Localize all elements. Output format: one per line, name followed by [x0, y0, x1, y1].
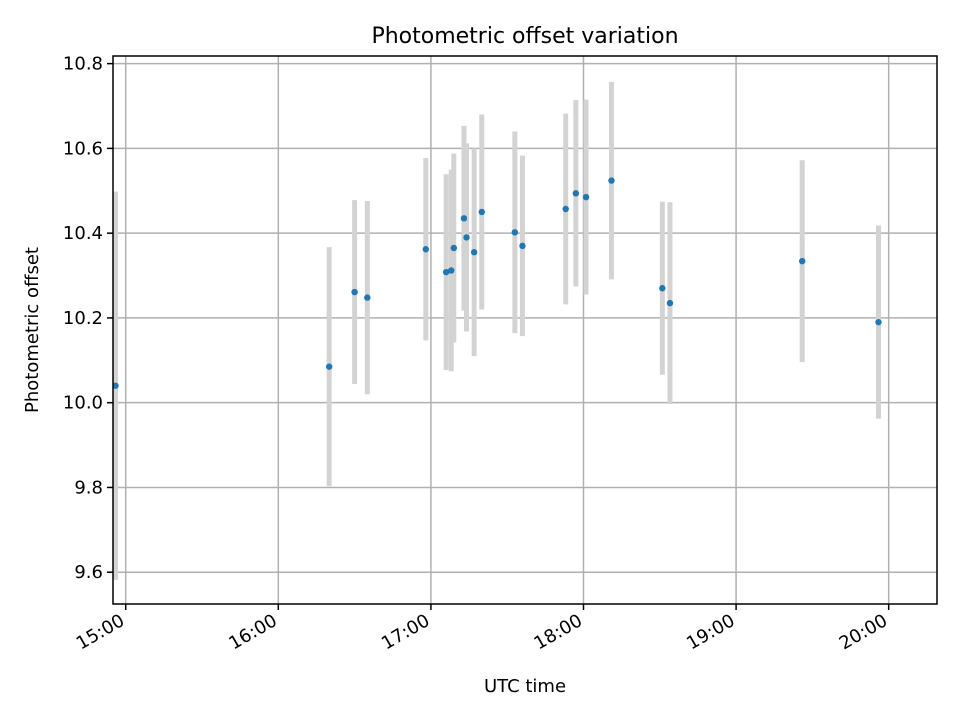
data-point [478, 208, 485, 216]
data-point [519, 242, 526, 250]
data-point [325, 363, 333, 370]
y-tick-label: 10.4 [63, 223, 103, 244]
data-point [582, 193, 590, 201]
data-point [460, 215, 468, 222]
x-tick-label: 16:00 [225, 610, 280, 654]
data-point [422, 246, 430, 253]
data-point [470, 249, 478, 256]
y-tick-label: 10.8 [63, 54, 103, 75]
y-axis-ticks: 9.6 9.8 10.0 10.2 10.4 10.6 10.8 [63, 54, 113, 583]
data-point [463, 234, 470, 241]
y-tick-label: 10.0 [63, 393, 103, 414]
x-tick-label: 20:00 [836, 610, 891, 654]
error-bars [113, 81, 882, 580]
y-tick-label: 10.6 [63, 138, 103, 159]
x-axis-label: UTC time [484, 676, 566, 697]
y-axis-label: Photometric offset [22, 247, 43, 413]
x-tick-label: 19:00 [683, 610, 738, 654]
data-point [875, 318, 882, 326]
plot-frame [112, 55, 938, 605]
data-point [450, 244, 457, 252]
grid-lines [113, 56, 937, 604]
x-tick-label: 18:00 [531, 610, 586, 654]
data-point [442, 268, 450, 276]
data-point [562, 205, 569, 213]
data-point [659, 285, 666, 292]
data-point [448, 267, 455, 274]
y-tick-label: 9.8 [74, 477, 103, 498]
data-point [799, 257, 806, 265]
data-point [364, 294, 371, 301]
data-point [666, 299, 674, 307]
data-point [511, 229, 519, 236]
x-tick-label: 15:00 [73, 610, 128, 654]
y-tick-label: 10.2 [63, 308, 103, 329]
x-axis-ticks: 15:00 16:00 17:00 18:00 19:00 20:00 [73, 604, 891, 654]
y-tick-label: 9.6 [74, 562, 103, 583]
data-point [608, 177, 615, 184]
chart-title: Photometric offset variation [371, 24, 678, 49]
x-tick-label: 17:00 [378, 610, 433, 654]
data-point [572, 190, 580, 197]
data-point [112, 382, 119, 389]
data-points [112, 177, 882, 389]
data-point [351, 288, 358, 296]
